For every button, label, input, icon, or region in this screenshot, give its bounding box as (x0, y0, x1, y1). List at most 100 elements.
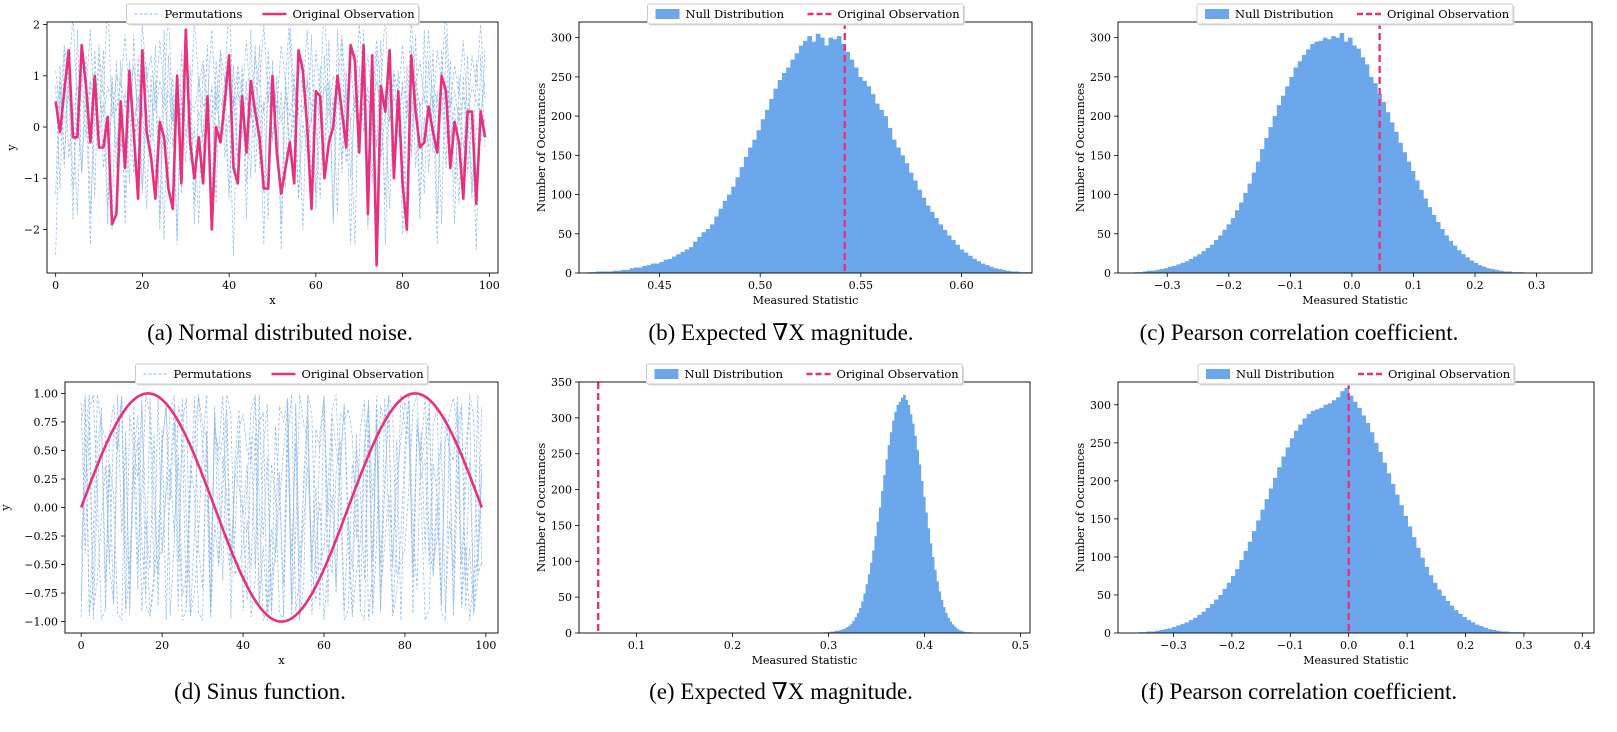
y-tick-label: 100 (551, 189, 572, 202)
histogram-bar (790, 59, 796, 274)
x-tick-label: −0.3 (1154, 279, 1181, 292)
histogram-bar (621, 269, 626, 273)
histogram-bar (907, 404, 911, 633)
histogram-bar (811, 41, 817, 273)
histogram-bar (927, 528, 931, 633)
histogram-bar (1381, 102, 1387, 273)
caption-c: (c) Pearson correlation coefficient. (1139, 320, 1459, 345)
histogram-bar (1172, 265, 1177, 273)
histogram-bar (824, 45, 829, 273)
legend-null-swatch (1205, 9, 1229, 19)
histogram-bar (1423, 198, 1428, 273)
histogram-bar (680, 251, 686, 273)
histogram-bar (748, 147, 753, 273)
histogram-bar (1356, 48, 1361, 273)
histogram-bar (836, 630, 840, 633)
histogram-bar (870, 94, 876, 273)
x-tick-label: 0.0 (1343, 279, 1361, 292)
histogram-bar (760, 119, 766, 273)
histogram-bar (1159, 629, 1165, 633)
x-axis-label: Measured Statistic (1303, 654, 1409, 667)
histogram-bar (898, 402, 902, 633)
histogram-bar (1276, 105, 1282, 273)
histogram-bar (1394, 494, 1400, 633)
y-tick-label: 350 (551, 376, 572, 389)
y-tick-label: 50 (558, 228, 572, 241)
histogram-bar (841, 629, 844, 633)
histogram-bar (850, 623, 853, 633)
histogram-bar (878, 507, 882, 633)
histogram-bar (1364, 64, 1370, 273)
histogram-bar (951, 240, 956, 273)
histogram-bar (1336, 397, 1341, 633)
histogram-bar (1264, 138, 1269, 273)
y-tick-label: 50 (1097, 228, 1111, 241)
histogram-bar (1411, 537, 1417, 633)
legend-null-label: Null Distribution (1236, 367, 1335, 381)
histogram-bar (1365, 423, 1371, 633)
histogram-bar (828, 37, 834, 273)
x-tick-label: 0 (52, 279, 59, 292)
histogram-bar (1251, 172, 1257, 273)
histogram-bar (1449, 605, 1455, 633)
histogram-bar (938, 224, 944, 273)
y-axis-label: y (0, 504, 12, 512)
histogram-bar (803, 40, 808, 273)
histogram-bar (1251, 531, 1257, 633)
permutation-line (55, 22, 486, 122)
histogram-bar (1201, 251, 1207, 273)
x-tick-label: 0.2 (1457, 639, 1475, 652)
histogram-bar (955, 244, 960, 273)
legend: Null Distribution Original Observation (1197, 363, 1516, 386)
plot-area (79, 392, 484, 623)
y-tick-label: 250 (1090, 71, 1111, 84)
y-tick-label: −0.50 (24, 559, 58, 572)
x-axis-label: Measured Statistic (752, 654, 858, 667)
histogram-bar (773, 88, 779, 273)
histogram (1138, 388, 1526, 633)
histogram-bar (1432, 582, 1438, 633)
y-axis-label: Number of Occurances (535, 443, 548, 573)
histogram-bar (1390, 483, 1396, 633)
histogram-bar (688, 247, 694, 273)
histogram-bar (900, 397, 904, 633)
histogram-bar (1479, 626, 1484, 633)
legend: Permutations Original Observation (135, 363, 429, 386)
histogram-bar (722, 200, 728, 273)
x-tick-label: 0.3 (1515, 639, 1533, 652)
histogram-bar (1452, 245, 1458, 273)
y-tick-label: 0.75 (34, 416, 59, 429)
histogram-bar (1494, 269, 1500, 273)
histogram-bar (1306, 49, 1311, 274)
y-tick-label: 100 (551, 555, 572, 568)
histogram-bar (1289, 438, 1295, 633)
histogram-bar (625, 269, 631, 273)
histogram-bar (904, 163, 910, 273)
histogram-bar (909, 414, 913, 633)
plot-frame (46, 21, 499, 274)
x-tick-label: 0 (78, 639, 85, 652)
histogram-bar (956, 628, 959, 633)
histogram-bar (752, 139, 757, 273)
histogram-bar (858, 76, 863, 273)
histogram-bar (1184, 622, 1190, 633)
histogram-bar (1285, 447, 1291, 633)
y-tick-label: 250 (551, 448, 572, 461)
histogram-bar (980, 263, 986, 273)
histogram-bar (1352, 45, 1357, 273)
histogram-bar (1504, 631, 1509, 633)
histogram-bar (1226, 582, 1232, 633)
histogram-bar (820, 37, 825, 273)
histogram-bar (863, 593, 867, 633)
histogram-bar (836, 36, 842, 274)
y-tick-label: 0 (33, 121, 40, 134)
histogram-bar (1424, 566, 1429, 633)
histogram-bar (1369, 432, 1375, 633)
y-tick-label: 0.00 (34, 502, 59, 515)
x-tick-label: 0.5 (1012, 639, 1030, 652)
histogram-bar (989, 266, 994, 273)
chart-c: −0.3 −0.2 −0.1 0.0 0.1 0.2 0.3 0 50 100 150 200 250 3… (1074, 3, 1593, 307)
legend-observation-label: Original Observation (837, 367, 960, 381)
histogram-bar (1466, 620, 1472, 633)
histogram-bar (1403, 515, 1408, 633)
